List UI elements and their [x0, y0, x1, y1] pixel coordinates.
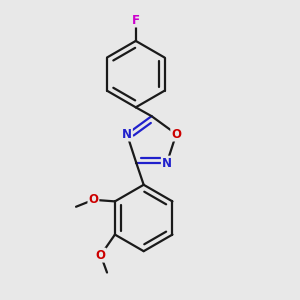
Text: O: O — [88, 193, 98, 206]
Text: N: N — [122, 128, 132, 141]
Text: O: O — [171, 128, 181, 141]
Text: F: F — [132, 14, 140, 26]
Text: O: O — [96, 249, 106, 262]
Text: N: N — [162, 157, 172, 169]
